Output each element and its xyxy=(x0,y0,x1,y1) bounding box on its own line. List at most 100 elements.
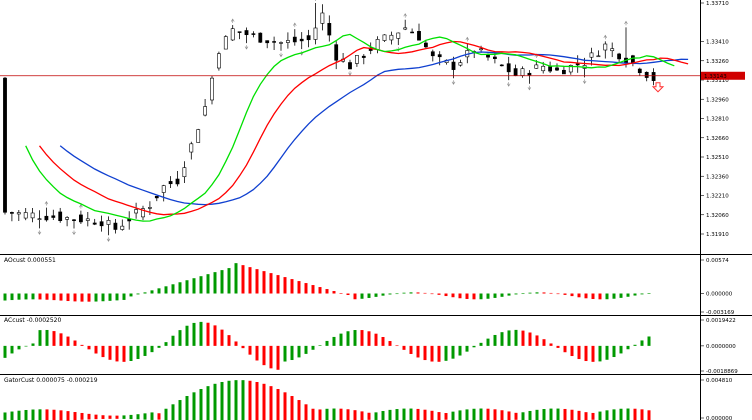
histogram-bar xyxy=(206,274,210,294)
histogram-bar xyxy=(521,293,525,295)
histogram-bar xyxy=(458,345,462,356)
histogram-bar xyxy=(52,331,56,346)
histogram-bar xyxy=(570,293,574,297)
candle-body xyxy=(348,62,352,70)
histogram-bar xyxy=(640,418,644,420)
fractal-up-icon xyxy=(293,22,297,28)
histogram-bar xyxy=(248,418,252,420)
candle-body xyxy=(354,55,359,64)
histogram-bar xyxy=(409,292,413,294)
histogram-bar xyxy=(367,418,371,420)
histogram-bar xyxy=(367,331,371,346)
histogram-bar xyxy=(122,415,126,418)
histogram-bar xyxy=(178,418,182,420)
histogram-bar xyxy=(234,418,238,420)
histogram-bar xyxy=(38,330,42,346)
histogram-bar xyxy=(143,418,147,420)
histogram-bar xyxy=(360,411,364,418)
histogram-bar xyxy=(563,418,567,420)
histogram-bar xyxy=(94,418,98,420)
candle-body xyxy=(423,42,428,48)
histogram-bar xyxy=(227,418,231,420)
histogram-bar xyxy=(66,418,70,420)
histogram-bar xyxy=(409,418,413,420)
candle-body xyxy=(265,40,270,44)
candle-body xyxy=(430,51,435,57)
histogram-bar xyxy=(402,292,406,294)
histogram-bar xyxy=(199,418,203,420)
histogram-bar xyxy=(535,409,539,418)
candle-body xyxy=(548,66,553,72)
candle-body xyxy=(299,38,304,42)
histogram-bar xyxy=(283,392,287,418)
histogram-bar xyxy=(66,336,70,346)
indicator-axis-label: -0.003169 xyxy=(706,310,735,316)
histogram-bar xyxy=(437,418,441,420)
candle-body xyxy=(3,77,7,213)
fractal-up-icon xyxy=(230,18,235,24)
histogram-bar xyxy=(143,413,147,418)
histogram-bar xyxy=(80,418,84,420)
histogram-bar xyxy=(227,268,231,294)
histogram-bar xyxy=(381,293,385,296)
histogram-bar xyxy=(556,293,560,295)
histogram-bar xyxy=(255,381,259,418)
candle-body xyxy=(458,62,463,66)
histogram-bar xyxy=(122,293,126,300)
candle-body xyxy=(561,69,566,75)
histogram-bar xyxy=(486,293,490,299)
histogram-bar xyxy=(444,293,448,297)
histogram-bar xyxy=(507,411,511,418)
histogram-bar xyxy=(514,412,518,418)
histogram-bar xyxy=(514,329,518,346)
histogram-bar xyxy=(122,345,126,362)
candle-body xyxy=(506,63,511,73)
histogram-bar xyxy=(549,418,553,420)
histogram-bar xyxy=(276,275,280,294)
histogram-bar xyxy=(248,345,252,355)
histogram-bar xyxy=(108,418,112,419)
histogram-bar xyxy=(101,415,105,418)
fractal-up-icon xyxy=(624,20,628,26)
candle-body xyxy=(272,41,277,43)
current-price-value: 1.33143 xyxy=(704,74,727,80)
histogram-bar xyxy=(136,345,140,359)
candle-body xyxy=(72,219,76,221)
histogram-bar xyxy=(73,418,77,420)
histogram-bar xyxy=(31,409,35,418)
histogram-bar xyxy=(500,410,504,418)
candle-body xyxy=(306,35,311,41)
histogram-bar xyxy=(311,418,315,420)
histogram-bar xyxy=(374,293,378,297)
price-axis[interactable]: 1.33710 1.33410 1.33260 1.33110 1.32960 1.328… xyxy=(700,1,729,238)
histogram-bar xyxy=(101,293,105,302)
histogram-bar xyxy=(500,332,504,346)
histogram-bar xyxy=(451,345,455,359)
ac-indicator-pane: ACcust -0.0002520 xyxy=(3,317,651,370)
histogram-bar xyxy=(570,345,574,357)
histogram-bar xyxy=(87,293,91,302)
histogram-bar xyxy=(262,418,266,420)
histogram-bar xyxy=(262,383,266,418)
histogram-bar xyxy=(234,341,238,346)
histogram-bar xyxy=(87,345,91,350)
candle-body xyxy=(189,143,194,153)
fractal-down-icon xyxy=(106,237,111,242)
histogram-bar xyxy=(598,418,602,420)
histogram-bar xyxy=(409,408,413,418)
histogram-bar xyxy=(605,345,609,360)
histogram-bar xyxy=(528,410,532,418)
histogram-bar xyxy=(150,412,154,418)
histogram-bar xyxy=(3,412,7,418)
histogram-bar xyxy=(311,345,315,350)
histogram-bar xyxy=(304,345,308,354)
candle-body xyxy=(375,39,380,50)
histogram-bar xyxy=(619,408,623,418)
candle-body xyxy=(292,36,297,43)
histogram-bar xyxy=(318,287,322,294)
histogram-bar xyxy=(528,332,532,346)
ao-histogram xyxy=(3,263,651,302)
candle-body xyxy=(589,52,594,58)
candle-body xyxy=(320,12,325,24)
